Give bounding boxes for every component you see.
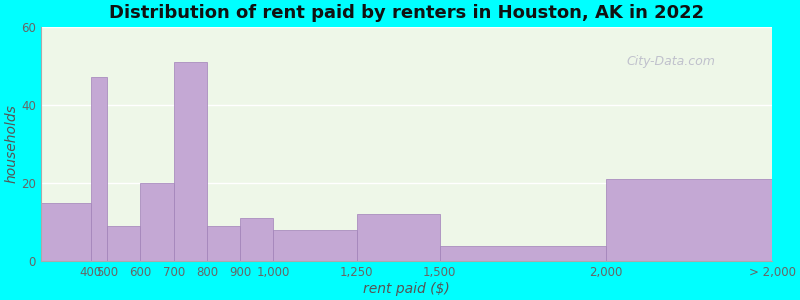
Bar [274, 230, 357, 261]
Bar [357, 214, 440, 261]
Bar [107, 226, 141, 261]
Title: Distribution of rent paid by renters in Houston, AK in 2022: Distribution of rent paid by renters in … [109, 4, 704, 22]
Text: City-Data.com: City-Data.com [626, 55, 715, 68]
Bar [174, 62, 207, 261]
Bar [606, 179, 772, 261]
Y-axis label: households: households [4, 104, 18, 183]
Bar [90, 77, 107, 261]
X-axis label: rent paid ($): rent paid ($) [363, 282, 450, 296]
Bar [41, 202, 90, 261]
Bar [141, 183, 174, 261]
Bar [240, 218, 274, 261]
Bar [440, 245, 606, 261]
Bar [207, 226, 240, 261]
